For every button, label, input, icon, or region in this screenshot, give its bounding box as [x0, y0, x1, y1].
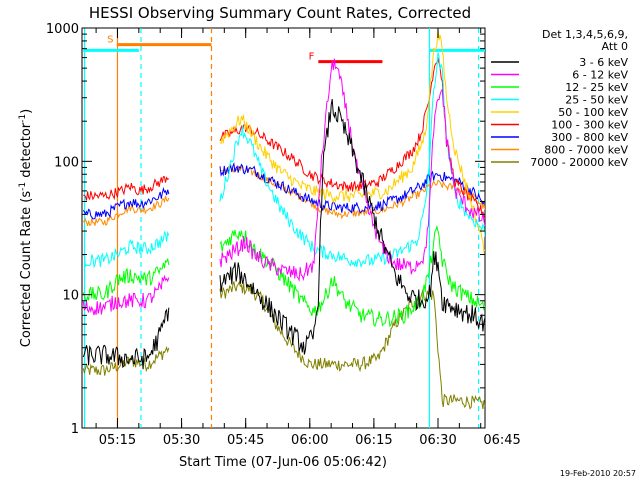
x-tick-label: 05:30 — [163, 433, 200, 448]
flag-label: S — [107, 35, 113, 46]
x-tick-label: 06:45 — [483, 433, 520, 448]
legend-label: 7000 - 20000 keV — [530, 156, 628, 169]
legend-label: 25 - 50 keV — [565, 94, 628, 107]
legend-label: 6 - 12 keV — [572, 69, 628, 82]
y-tick-label: 1000 — [46, 22, 79, 37]
instrument-state-lines — [83, 28, 480, 428]
series-lines — [82, 28, 485, 410]
x-tick-label: 06:30 — [419, 433, 456, 448]
y-axis: 1 10 100 1000 — [46, 22, 485, 437]
y-axis-label: Corrected Count Rate (s-1 detector-1) — [18, 109, 34, 347]
y-tick-label: 10 — [62, 289, 79, 304]
flag-label: F — [309, 52, 315, 63]
legend-label: 3 - 6 keV — [579, 56, 628, 69]
x-axis: 05:15 05:30 05:45 06:00 06:15 06:30 06:45 — [95, 28, 521, 448]
legend-label: 100 - 300 keV — [551, 119, 628, 132]
legend-title-line2: Att 0 — [602, 40, 628, 53]
x-tick-label: 05:15 — [99, 433, 136, 448]
observing-flag-bars: S N F — [72, 35, 485, 64]
footer-date: 19-Feb-2010 20:57 — [560, 469, 636, 478]
x-tick-label: 06:15 — [355, 433, 392, 448]
legend-label: 300 - 800 keV — [551, 131, 628, 144]
flag-label: N — [72, 40, 79, 51]
legend-label: 50 - 100 keV — [558, 106, 628, 119]
plot-frame — [81, 27, 486, 429]
series-line — [82, 165, 485, 227]
x-tick-label: 05:45 — [227, 433, 264, 448]
chart-title: HESSI Observing Summary Count Rates, Cor… — [89, 4, 471, 22]
y-tick-label: 1 — [71, 422, 79, 437]
legend-label: 12 - 25 keV — [565, 81, 628, 94]
series-line — [82, 161, 485, 220]
series-line — [82, 280, 485, 410]
legend-title-line1: Det 1,3,4,5,6,9, — [542, 28, 628, 41]
x-axis-label: Start Time (07-Jun-06 05:06:42) — [179, 455, 387, 470]
series-line — [219, 28, 485, 254]
series-line — [82, 52, 485, 269]
series-line — [83, 56, 485, 219]
series-line — [82, 99, 485, 370]
legend-label: 800 - 7000 keV — [544, 144, 628, 157]
series-line — [82, 224, 485, 328]
x-tick-label: 06:00 — [291, 433, 328, 448]
y-tick-label: 100 — [54, 155, 79, 170]
